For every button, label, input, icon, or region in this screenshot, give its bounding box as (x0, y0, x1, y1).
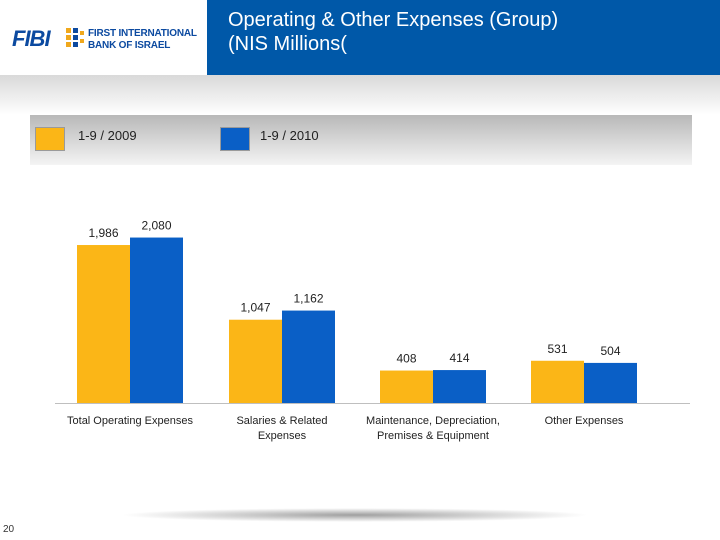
category-label-1-0: Salaries & Related (236, 415, 327, 427)
title-line-2: (NIS Millions( (228, 33, 347, 55)
bottom-shadow (120, 508, 590, 522)
bar-2009-0 (77, 245, 130, 403)
bank-emblem-icon (66, 28, 84, 47)
data-label-2010-0: 2,080 (141, 219, 171, 233)
logo-line-2: BANK OF ISRAEL (88, 40, 171, 51)
legend-swatch-2009 (35, 127, 65, 151)
page-number: 20 (3, 524, 15, 535)
bar-2010-3 (584, 362, 637, 403)
category-label-2-0: Maintenance, Depreciation, (366, 415, 500, 427)
bar-2009-1 (229, 319, 282, 403)
logo-text: FIBI (12, 26, 51, 51)
title-line-1: Operating & Other Expenses (Group) (228, 9, 559, 31)
data-label-2009-1: 1,047 (240, 301, 270, 315)
category-label-2-1: Premises & Equipment (377, 430, 489, 442)
data-label-2009-0: 1,986 (88, 226, 118, 240)
bar-2009-3 (531, 360, 584, 403)
bar-2010-1 (282, 310, 335, 403)
bar-2009-2 (380, 370, 433, 403)
bar-2010-2 (433, 370, 486, 403)
data-label-2009-2: 408 (396, 352, 416, 366)
legend-label-2010: 1-9 / 2010 (260, 128, 319, 143)
data-label-2009-3: 531 (547, 342, 567, 356)
header-bar: FIBI FIRST INTERNATIONAL BANK OF ISRAEL … (0, 0, 720, 75)
legend-swatch-2010 (220, 127, 250, 151)
data-label-2010-1: 1,162 (293, 292, 323, 306)
header-shade (0, 75, 720, 115)
logo: FIBI FIRST INTERNATIONAL BANK OF ISRAEL (0, 0, 207, 75)
legend-label-2009: 1-9 / 2009 (78, 128, 137, 143)
logo-line-1: FIRST INTERNATIONAL (88, 28, 197, 39)
bar-2010-0 (130, 237, 183, 403)
category-label-0-0: Total Operating Expenses (67, 415, 193, 427)
category-label-1-1: Expenses (258, 430, 307, 442)
slide-title: Operating & Other Expenses (Group) (NIS … (228, 8, 668, 56)
legend: 1-9 / 2009 1-9 / 2010 (30, 115, 692, 165)
data-label-2010-3: 504 (600, 344, 620, 358)
category-label-3-0: Other Expenses (545, 415, 624, 427)
data-label-2010-2: 414 (449, 351, 469, 365)
